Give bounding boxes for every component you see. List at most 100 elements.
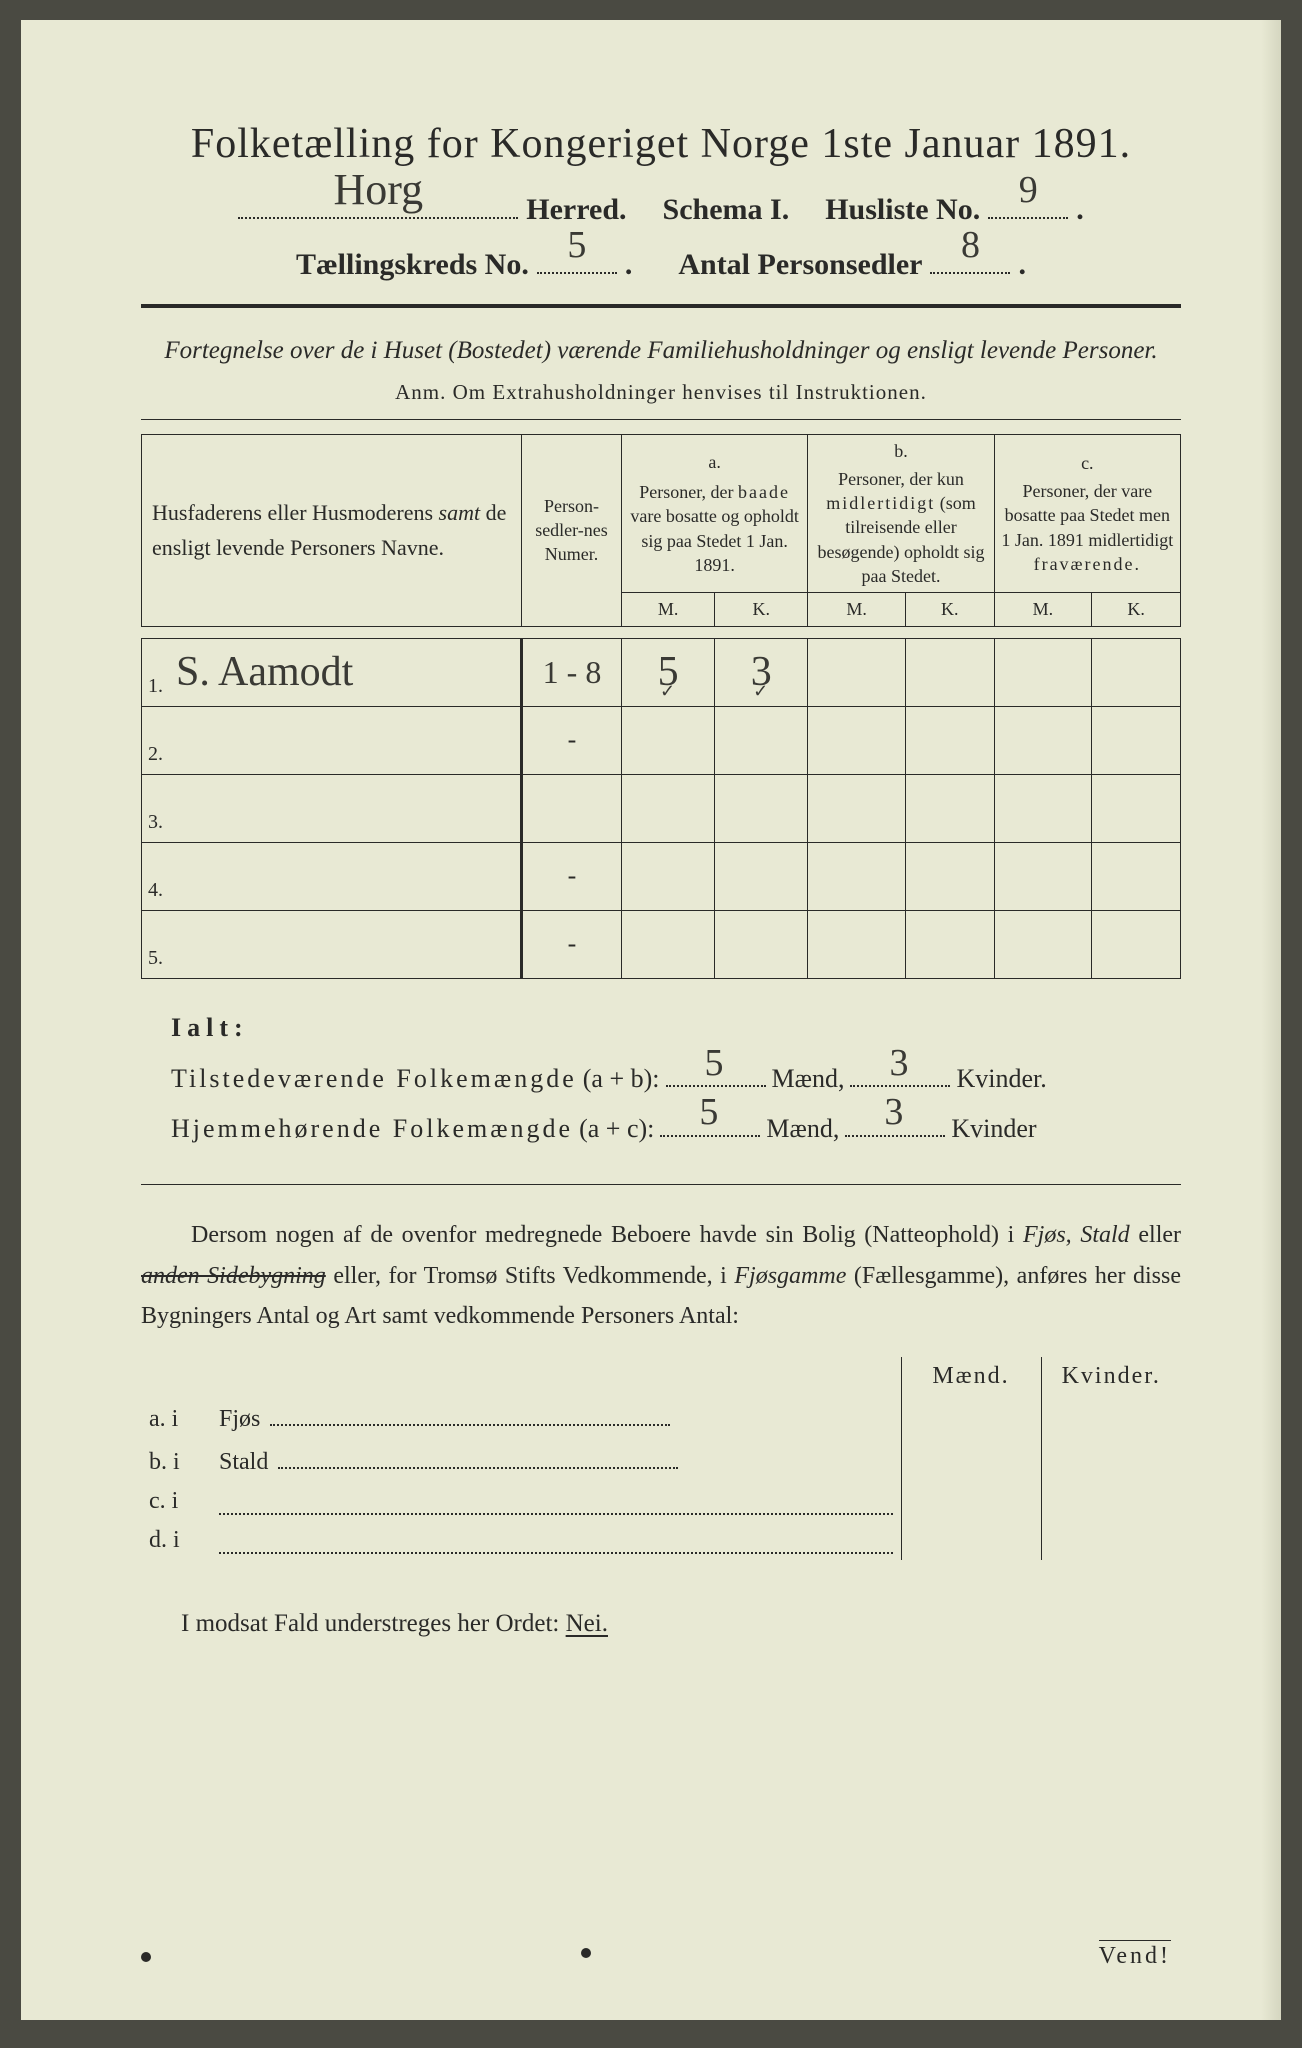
- d-prefix: d. i: [141, 1521, 211, 1560]
- b-prefix: b. i: [141, 1439, 211, 1482]
- row-number: 1.: [148, 675, 163, 698]
- nei-prefix: I modsat Fald understreges her Ordet:: [181, 1610, 566, 1637]
- herred-label: Herred.: [526, 193, 626, 227]
- subtitle-anm: Anm. Om Extrahusholdninger henvises til …: [141, 380, 1181, 405]
- p-fjos: Fjøs, Stald: [1023, 1222, 1130, 1248]
- herred-field: Horg: [238, 186, 518, 219]
- col-b-text: Personer, der kun midlertidigt (som tilr…: [814, 467, 987, 588]
- row1-a-k: 3✓: [715, 638, 808, 706]
- tk-value: 5: [567, 223, 586, 267]
- husliste-field: 9: [988, 186, 1068, 219]
- outbuilding-row-b: b. i Stald: [141, 1439, 1181, 1482]
- outbuilding-row-d: d. i: [141, 1521, 1181, 1560]
- p-fjosgamme: Fjøsgamme: [734, 1263, 846, 1289]
- header-line-2: Horg Herred. Schema I. Husliste No. 9 .: [141, 186, 1181, 227]
- outbuilding-paragraph: Dersom nogen af de ovenfor medregnede Be…: [141, 1215, 1181, 1337]
- col-b-label: b.: [814, 439, 987, 463]
- table-row: 2. -: [142, 706, 1181, 774]
- row1-a-m: 5✓: [622, 638, 715, 706]
- col-header-nums: Person-sedler-nes Numer.: [522, 434, 622, 626]
- husliste-dot: .: [1076, 193, 1084, 227]
- outbuilding-row-c: c. i: [141, 1482, 1181, 1521]
- col-a-text: Personer, der baade vare bosatte og opho…: [628, 480, 801, 577]
- tk-dot: .: [625, 248, 633, 282]
- b-label: Stald: [219, 1449, 268, 1475]
- ap-label: Antal Personsedler: [678, 248, 922, 282]
- tl1-m: 5: [705, 1041, 727, 1085]
- row1-name-hand: S. Aamodt: [176, 649, 353, 695]
- row1-b-k: [905, 638, 994, 706]
- title-underlined-g: g: [393, 121, 415, 167]
- tl2-m-field: 5: [660, 1108, 760, 1137]
- mk-k-header: Kvinder.: [1041, 1357, 1181, 1396]
- tl1-k: 3: [889, 1041, 911, 1085]
- mk-m-header: Mænd.: [901, 1357, 1041, 1396]
- ap-dot: .: [1018, 248, 1026, 282]
- nei-word: Nei.: [566, 1610, 608, 1637]
- title-prefix: Folketællin: [191, 121, 393, 167]
- ink-dot-icon: [581, 1948, 591, 1958]
- row1-c-k: [1092, 638, 1181, 706]
- a-prefix: a. i: [141, 1396, 211, 1439]
- kvinder-1: Kvinder.: [956, 1064, 1046, 1094]
- ialt-label: Ialt:: [171, 1013, 1181, 1043]
- row1-b-m: [808, 638, 906, 706]
- tl2-b: (a + c):: [579, 1114, 654, 1144]
- vend-label: Vend!: [1099, 1940, 1171, 1970]
- ap-value: 8: [961, 223, 980, 267]
- row5-nums: -: [522, 910, 622, 978]
- row1-nums: 1 - 8: [522, 638, 622, 706]
- tl1-a: Tilstedeværende Folkemængde: [171, 1064, 577, 1094]
- ink-dot-icon: [141, 1952, 151, 1962]
- nei-line: I modsat Fald understreges her Ordet: Ne…: [181, 1610, 1181, 1638]
- divider-1: [141, 304, 1181, 308]
- row2-name: 2.: [142, 706, 522, 774]
- a-label: Fjøs: [219, 1406, 260, 1432]
- title-rest: for Kongeriget Norge 1ste Januar 1891.: [415, 121, 1131, 167]
- col-a-label: a.: [628, 450, 801, 474]
- table-row: 3.: [142, 774, 1181, 842]
- tl2-k-field: 3: [845, 1108, 945, 1137]
- herred-value: Horg: [333, 164, 423, 215]
- tl1-b: (a + b):: [583, 1064, 660, 1094]
- tl2-m: 5: [699, 1090, 721, 1134]
- col-header-names: Husfaderens eller Husmoderens samt de en…: [142, 434, 522, 626]
- col-c-k: K.: [1092, 593, 1181, 626]
- table-row: 5. -: [142, 910, 1181, 978]
- kvinder-2: Kvinder: [951, 1114, 1036, 1144]
- tl2-k: 3: [884, 1090, 906, 1134]
- tk-label: Tællingskreds No.: [296, 248, 529, 282]
- row4-nums: -: [522, 842, 622, 910]
- header-line-3: Tællingskreds No. 5 . Antal Personsedler…: [141, 241, 1181, 282]
- col-a-k: K.: [715, 593, 808, 626]
- subtitle-italic: Fortegnelse over de i Huset (Bostedet) v…: [141, 332, 1181, 370]
- husliste-value: 9: [1019, 168, 1038, 212]
- husliste-label: Husliste No.: [825, 193, 980, 227]
- page-title: Folketælling for Kongeriget Norge 1ste J…: [141, 120, 1181, 168]
- table-row: 1. S. Aamodt 1 - 8 5✓ 3✓: [142, 638, 1181, 706]
- tl2-a: Hjemmehørende Folkemængde: [171, 1114, 573, 1144]
- p1: Dersom nogen af de ovenfor medregnede Be…: [191, 1222, 1023, 1248]
- row2-a-m: [622, 706, 715, 774]
- total-line-1: Tilstedeværende Folkemængde (a + b): 5 M…: [171, 1059, 1181, 1095]
- col-a-m: M.: [622, 593, 715, 626]
- total-line-2: Hjemmehørende Folkemængde (a + c): 5 Mæn…: [171, 1108, 1181, 1144]
- tl1-k-field: 3: [850, 1059, 950, 1088]
- c-prefix: c. i: [141, 1482, 211, 1521]
- col-c-m: M.: [994, 593, 1092, 626]
- totals-block: Ialt: Tilstedeværende Folkemængde (a + b…: [171, 1013, 1181, 1144]
- maend-2: Mænd,: [766, 1114, 839, 1144]
- col-header-b: b. Personer, der kun midlertidigt (som t…: [808, 434, 994, 593]
- divider-3: [141, 1184, 1181, 1185]
- col-c-text: Personer, der vare bosatte paa Stedet me…: [1001, 479, 1174, 576]
- outbuilding-row-a: a. i Fjøs: [141, 1396, 1181, 1439]
- p-eller: eller: [1130, 1222, 1181, 1248]
- row1-name: 1. S. Aamodt: [142, 638, 522, 706]
- col-b-m: M.: [808, 593, 906, 626]
- row5-name: 5.: [142, 910, 522, 978]
- row2-nums: -: [522, 706, 622, 774]
- tl1-m-field: 5: [666, 1059, 766, 1088]
- household-table: Husfaderens eller Husmoderens samt de en…: [141, 434, 1181, 979]
- maend-1: Mænd,: [772, 1064, 845, 1094]
- row3-name: 3.: [142, 774, 522, 842]
